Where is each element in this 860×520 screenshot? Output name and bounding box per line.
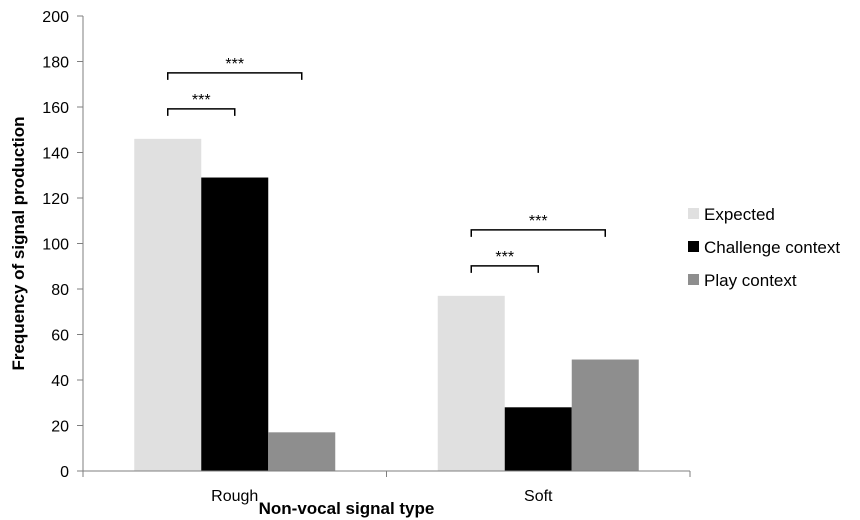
y-tick-label: 0 <box>60 464 69 481</box>
legend-swatch <box>688 274 699 285</box>
legend-swatch <box>688 208 699 219</box>
y-axis-ticks: 0 20 40 60 80 100 120 140 160 180 200 <box>42 9 83 481</box>
legend: Expected Challenge context Play context <box>688 205 840 290</box>
bar-expected-rough <box>134 138 202 471</box>
significance-bracket <box>167 108 236 116</box>
legend-label: Expected <box>704 205 775 224</box>
significance-label: *** <box>192 92 211 109</box>
bars <box>134 138 639 471</box>
legend-swatch <box>688 241 699 252</box>
y-tick-label: 60 <box>51 328 69 345</box>
significance-bracket <box>470 265 539 273</box>
y-tick-label: 40 <box>51 373 69 390</box>
bar-expected-soft <box>437 295 505 471</box>
significance-bracket <box>167 72 303 80</box>
x-tick-label: Soft <box>524 488 553 505</box>
legend-label: Challenge context <box>704 238 840 257</box>
legend-label: Play context <box>704 271 797 290</box>
y-tick-label: 200 <box>42 9 69 26</box>
bar-play-context-rough <box>268 432 336 471</box>
y-tick-label: 120 <box>42 191 69 208</box>
x-axis-ticks: Rough Soft <box>82 471 691 505</box>
x-axis-title: Non-vocal signal type <box>259 499 435 518</box>
x-tick-label: Rough <box>211 488 258 505</box>
significance-label: *** <box>495 249 514 266</box>
significance-brackets: *** *** *** *** <box>167 56 606 273</box>
significance-label: *** <box>225 56 244 73</box>
y-tick-label: 140 <box>42 146 69 163</box>
y-tick-label: 20 <box>51 419 69 436</box>
bar-challenge-context-rough <box>201 177 269 471</box>
bar-play-context-soft <box>571 359 639 471</box>
y-tick-label: 180 <box>42 55 69 72</box>
y-tick-label: 100 <box>42 237 69 254</box>
y-axis-title: Frequency of signal production <box>9 116 28 370</box>
y-tick-label: 80 <box>51 282 69 299</box>
significance-bracket <box>470 229 606 237</box>
bar-challenge-context-soft <box>504 407 572 471</box>
significance-label: *** <box>529 213 548 230</box>
y-tick-label: 160 <box>42 100 69 117</box>
